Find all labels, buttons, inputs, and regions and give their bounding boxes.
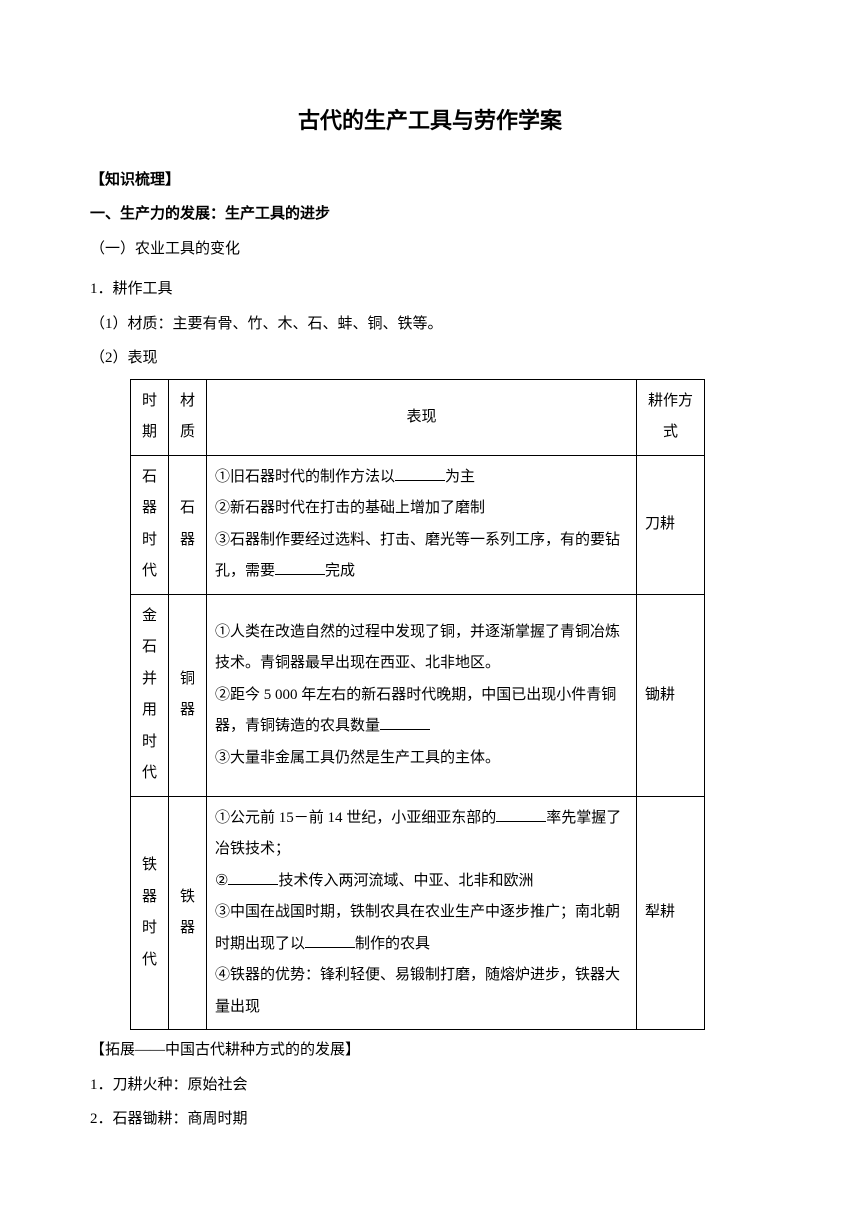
cell-period-2: 铁器时代 xyxy=(131,796,169,1030)
ext-2: 2．石器锄耕：商周时期 xyxy=(90,1105,770,1134)
cell-material-1: 铜器 xyxy=(169,594,207,796)
ext-1: 1．刀耕火种：原始社会 xyxy=(90,1071,770,1100)
table-row: 铁器时代 铁器 ①公元前 15－前 14 世纪，小亚细亚东部的率先掌握了冶铁技术… xyxy=(131,796,705,1030)
cell-material-2: 铁器 xyxy=(169,796,207,1030)
header-method: 耕作方式 xyxy=(637,379,705,455)
item-1-1: （1）材质：主要有骨、竹、木、石、蚌、铜、铁等。 xyxy=(90,310,770,339)
header-desc: 表现 xyxy=(207,379,637,455)
blank xyxy=(228,871,278,885)
knowledge-header: 【知识梳理】 xyxy=(90,166,770,195)
cell-method-1: 锄耕 xyxy=(637,594,705,796)
blank xyxy=(496,808,546,822)
item-1-2: （2）表现 xyxy=(90,344,770,373)
cell-desc-2: ①公元前 15－前 14 世纪，小亚细亚东部的率先掌握了冶铁技术； ②技术传入两… xyxy=(207,796,637,1030)
section-one: 一、生产力的发展：生产工具的进步 xyxy=(90,200,770,229)
item-1: 1．耕作工具 xyxy=(90,275,770,304)
blank xyxy=(275,561,325,575)
blank xyxy=(305,934,355,948)
blank xyxy=(395,467,445,481)
main-table: 时期 材质 表现 耕作方式 石器时代 石器 ①旧石器时代的制作方法以为主 ②新石… xyxy=(130,379,705,1031)
cell-method-0: 刀耕 xyxy=(637,455,705,594)
cell-method-2: 犁耕 xyxy=(637,796,705,1030)
cell-desc-0: ①旧石器时代的制作方法以为主 ②新石器时代在打击的基础上增加了磨制 ③石器制作要… xyxy=(207,455,637,594)
document-title: 古代的生产工具与劳作学案 xyxy=(90,100,770,142)
cell-period-1: 金石并用时代 xyxy=(131,594,169,796)
table-row: 金石并用时代 铜器 ①人类在改造自然的过程中发现了铜，并逐渐掌握了青铜冶炼技术。… xyxy=(131,594,705,796)
subsection-one: （一）农业工具的变化 xyxy=(90,235,770,264)
header-material: 材质 xyxy=(169,379,207,455)
cell-material-0: 石器 xyxy=(169,455,207,594)
extension-title: 【拓展——中国古代耕种方式的的发展】 xyxy=(90,1036,770,1065)
table-row: 石器时代 石器 ①旧石器时代的制作方法以为主 ②新石器时代在打击的基础上增加了磨… xyxy=(131,455,705,594)
cell-desc-1: ①人类在改造自然的过程中发现了铜，并逐渐掌握了青铜冶炼技术。青铜器最早出现在西亚… xyxy=(207,594,637,796)
blank xyxy=(380,716,430,730)
header-period: 时期 xyxy=(131,379,169,455)
table-header-row: 时期 材质 表现 耕作方式 xyxy=(131,379,705,455)
cell-period-0: 石器时代 xyxy=(131,455,169,594)
